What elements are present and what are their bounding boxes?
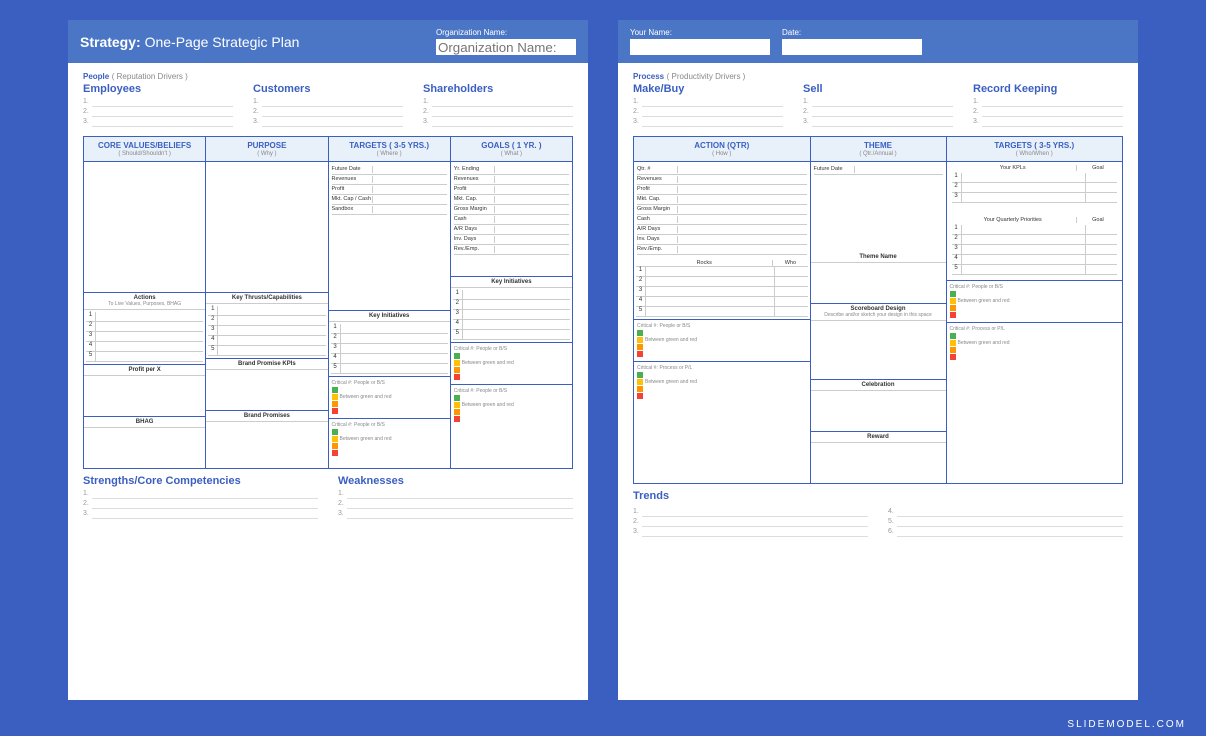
people-label: People ( Reputation Drivers ): [83, 71, 573, 81]
trends-cols: 1.2.3. 4.5.6.: [633, 508, 1123, 538]
page-right: Your Name: Date: Process ( Productivity …: [618, 20, 1138, 700]
trends-h: Trends: [633, 490, 1123, 502]
process-columns: Make/Buy1.2.3. Sell1.2.3. Record Keeping…: [633, 83, 1123, 128]
strengths-h: Strengths/Core Competencies: [83, 475, 318, 487]
your-name-field: Your Name:: [630, 28, 770, 55]
page-left: Strategy: One-Page Strategic Plan Organi…: [68, 20, 588, 700]
your-name-input[interactable]: [630, 39, 770, 55]
org-name-input[interactable]: [436, 39, 576, 55]
main-grid-left: CORE VALUES/BELIEFS( Should/Shouldn't ) …: [83, 136, 573, 469]
header-right: Your Name: Date:: [618, 20, 1138, 63]
main-grid-right: ACTION (QTR)( How ) Qtr. #RevenuesProfit…: [633, 136, 1123, 484]
customers-h: Customers: [253, 83, 403, 95]
date-input[interactable]: [782, 39, 922, 55]
people-columns: Employees1.2.3. Customers1.2.3. Sharehol…: [83, 83, 573, 128]
watermark: SLIDEMODEL.COM: [1067, 719, 1186, 730]
weaknesses-h: Weaknesses: [338, 475, 573, 487]
employees-h: Employees: [83, 83, 233, 95]
header-left: Strategy: One-Page Strategic Plan Organi…: [68, 20, 588, 63]
bottom-left: Strengths/Core Competencies1.2.3. Weakne…: [83, 475, 573, 520]
date-field: Date:: [782, 28, 922, 55]
org-name-field: Organization Name:: [436, 28, 576, 55]
record-h: Record Keeping: [973, 83, 1123, 95]
sell-h: Sell: [803, 83, 953, 95]
process-label: Process ( Productivity Drivers ): [633, 71, 1123, 81]
page-title: Strategy: One-Page Strategic Plan: [80, 34, 299, 50]
makebuy-h: Make/Buy: [633, 83, 783, 95]
shareholders-h: Shareholders: [423, 83, 573, 95]
